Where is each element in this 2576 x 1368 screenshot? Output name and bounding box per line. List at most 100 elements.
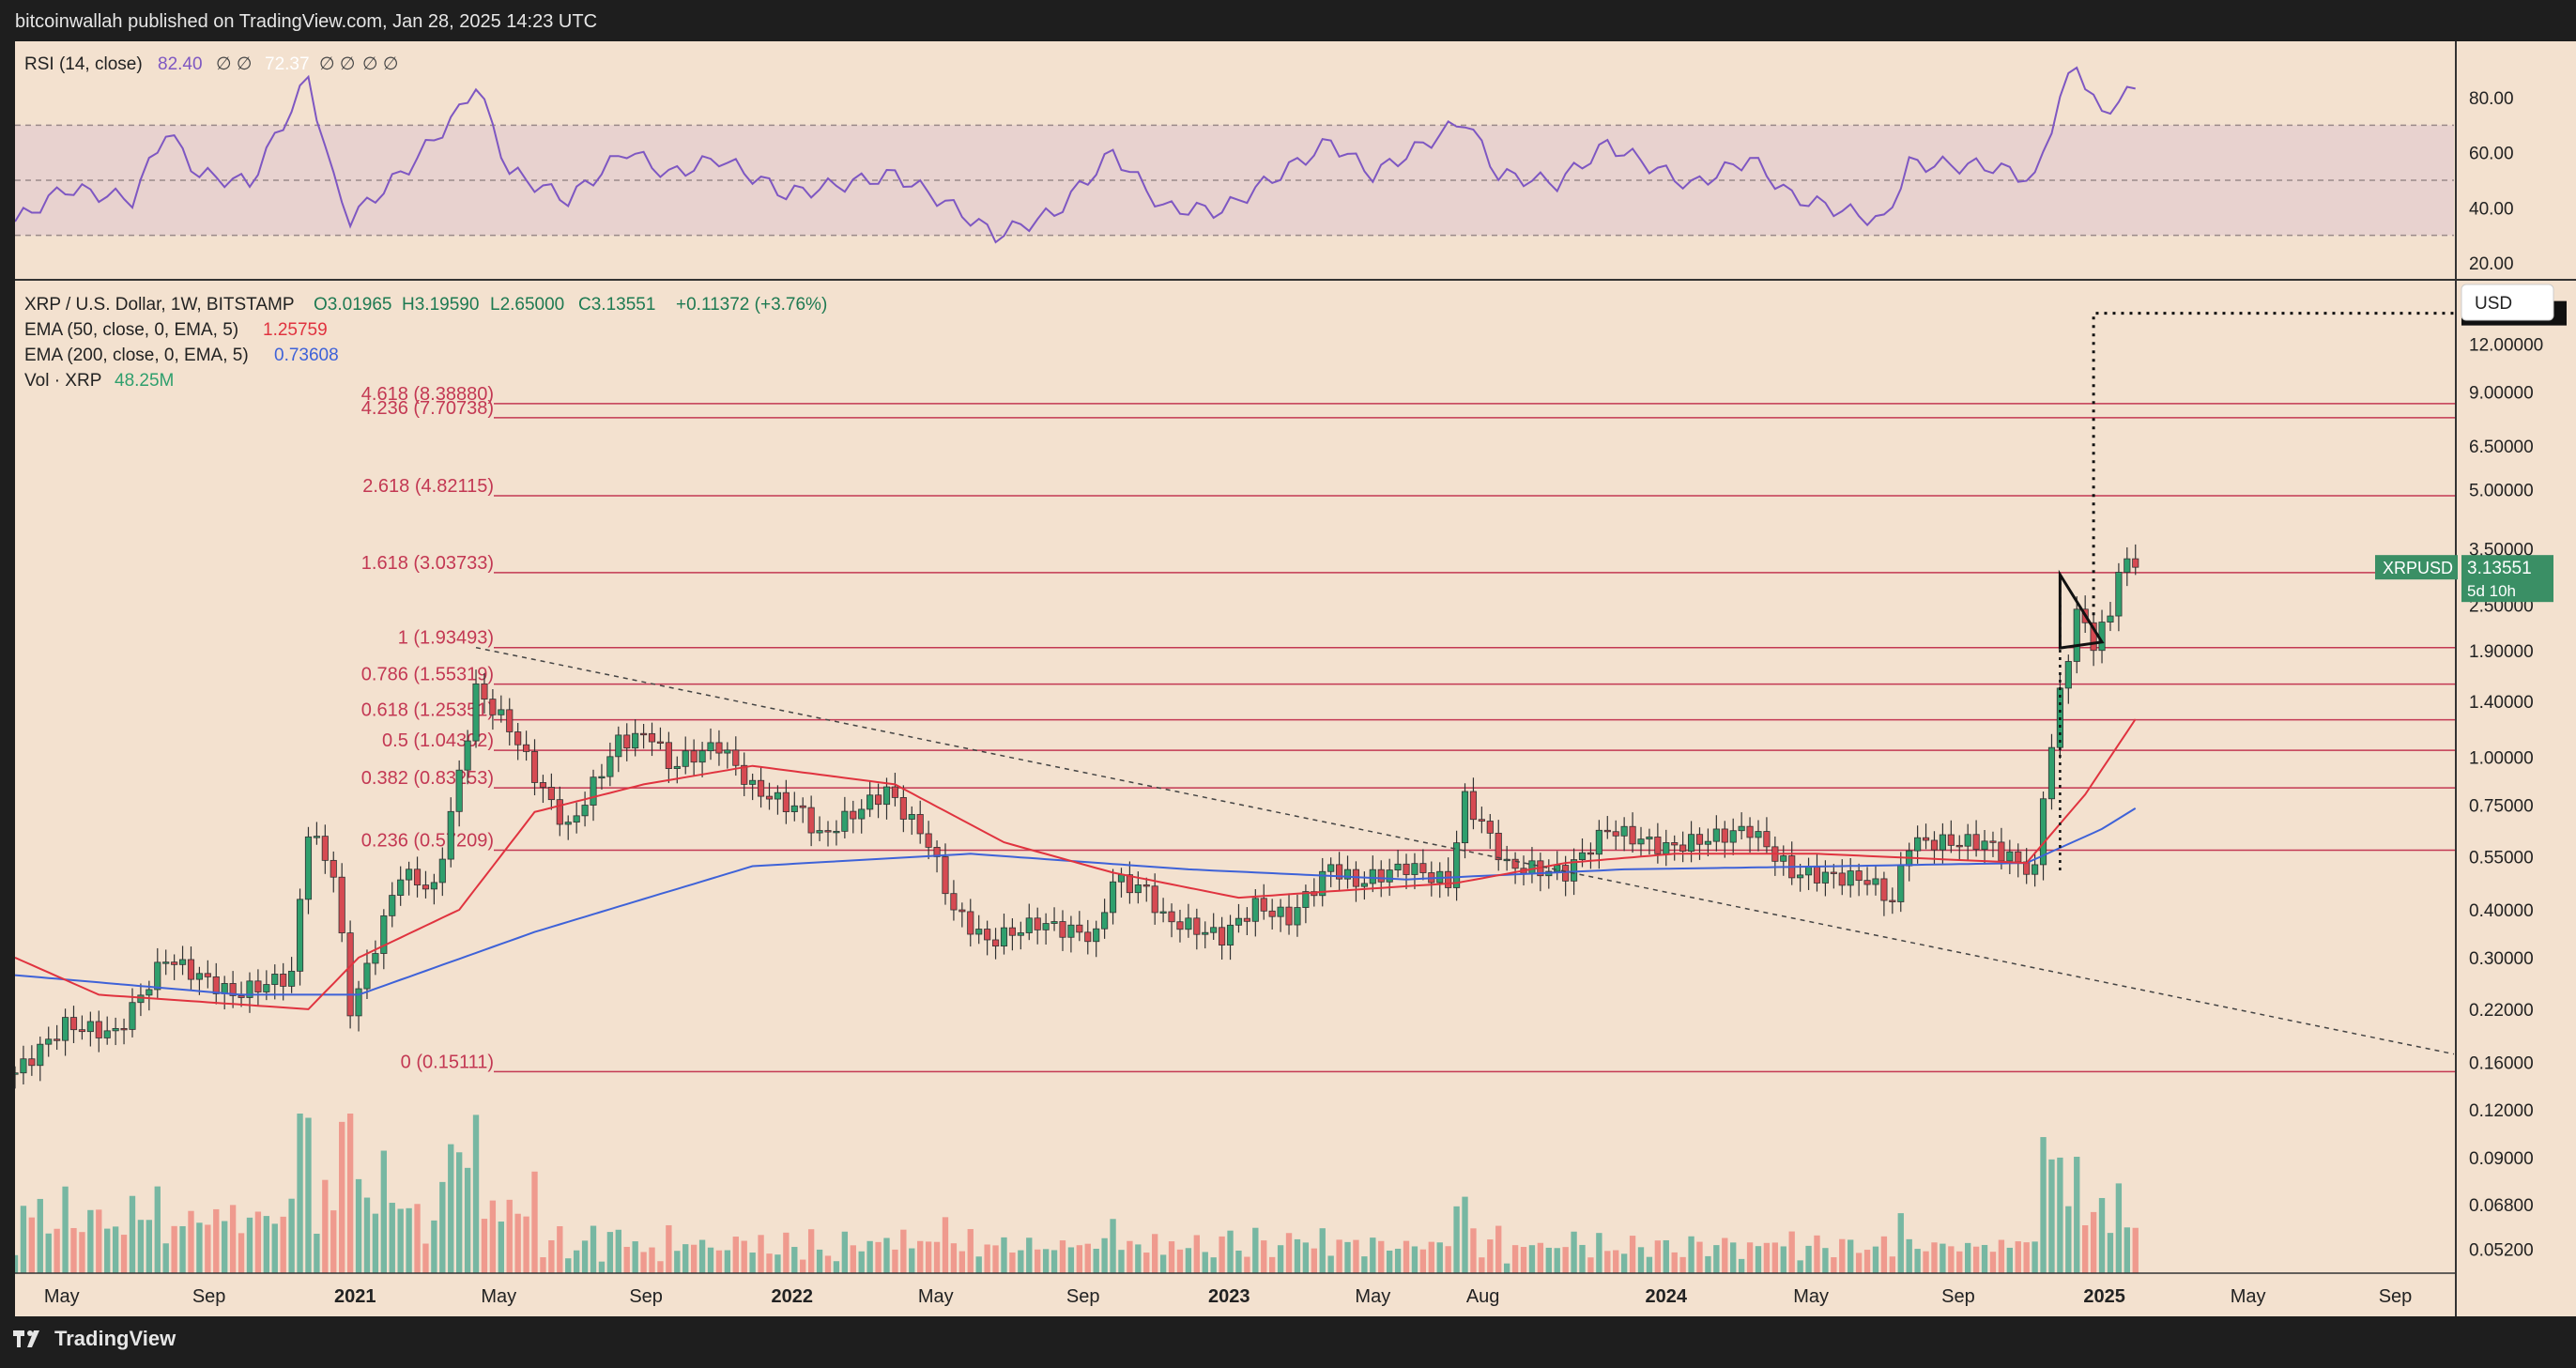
volume-bar bbox=[1361, 1256, 1368, 1273]
candle-body bbox=[20, 1058, 27, 1074]
currency-selector[interactable]: USD bbox=[2461, 284, 2554, 321]
candle-body bbox=[1646, 837, 1653, 840]
volume-bar bbox=[2015, 1241, 2021, 1273]
candle-body bbox=[547, 787, 555, 801]
candle-body bbox=[1797, 874, 1804, 879]
volume-bar bbox=[992, 1245, 999, 1273]
candle-body bbox=[1478, 819, 1485, 822]
candle-body bbox=[11, 1072, 19, 1075]
volume-bar bbox=[758, 1235, 764, 1273]
candle-body bbox=[958, 909, 966, 913]
volume-bar bbox=[1613, 1250, 1619, 1273]
vol-label: Vol · XRP bbox=[24, 371, 101, 391]
volume-bar bbox=[222, 1221, 228, 1273]
volume-bar bbox=[674, 1251, 681, 1273]
candle-body bbox=[1855, 870, 1863, 882]
volume-bar bbox=[590, 1225, 597, 1273]
candle-body bbox=[413, 868, 422, 886]
candle-body bbox=[1889, 899, 1896, 902]
candle-body bbox=[1554, 865, 1561, 872]
volume-bar bbox=[346, 1114, 354, 1273]
rsi-pane[interactable] bbox=[14, 66, 2454, 244]
candle-body bbox=[1671, 842, 1679, 846]
price-axis-label: 0.12000 bbox=[2469, 1101, 2534, 1121]
fib-level-label: 2.618 (4.82115) bbox=[362, 476, 494, 497]
volume-bar bbox=[448, 1144, 454, 1273]
candle-body bbox=[573, 815, 580, 823]
time-axis-label: May bbox=[481, 1286, 516, 1307]
candle-body bbox=[1219, 927, 1226, 945]
fib-level-label: 4.236 (7.70738) bbox=[361, 398, 494, 419]
candle-body bbox=[204, 973, 211, 977]
volume-bar bbox=[406, 1207, 412, 1273]
volume-bar bbox=[1042, 1249, 1050, 1273]
candle-body bbox=[280, 974, 287, 987]
xrp-chart[interactable]: 4.618 (8.38880)4.236 (7.70738) 2.618 (4.8… bbox=[11, 41, 2576, 1316]
volume-bar bbox=[1931, 1242, 1938, 1273]
fib-level-label: 4.618 (8.38880) bbox=[361, 384, 494, 405]
candle-body bbox=[1495, 832, 1502, 861]
current-price-tag bbox=[2461, 555, 2553, 603]
volume-bar bbox=[11, 1254, 19, 1273]
candle-body bbox=[1922, 837, 1930, 841]
volume-bar bbox=[1646, 1256, 1653, 1273]
candle-body bbox=[1411, 863, 1418, 875]
volume-bar bbox=[1822, 1248, 1829, 1273]
chart-area[interactable]: 4.618 (8.38880) 4.236 (7.70738) 2.618 (4.8… bbox=[11, 41, 2576, 1316]
volume-bar bbox=[958, 1251, 966, 1273]
candle-body bbox=[447, 810, 454, 860]
candle-body bbox=[472, 683, 480, 742]
candle-body bbox=[1377, 868, 1385, 883]
candle-body bbox=[782, 792, 790, 812]
volume-bar bbox=[724, 1250, 731, 1273]
candle-body bbox=[313, 836, 320, 838]
chart-background bbox=[15, 41, 2576, 1316]
volume-bar bbox=[229, 1205, 237, 1273]
volume-bar bbox=[188, 1210, 194, 1273]
volume-bar bbox=[824, 1255, 832, 1273]
candle-body bbox=[1955, 844, 1963, 848]
candle-body bbox=[1101, 912, 1109, 930]
volume-bar bbox=[179, 1225, 186, 1273]
volume-bar bbox=[883, 1237, 890, 1273]
candle-body bbox=[2047, 746, 2056, 800]
candle-body bbox=[1939, 834, 1946, 851]
volume-bar bbox=[749, 1253, 756, 1273]
volume-bar bbox=[1302, 1242, 1310, 1273]
volume-bar bbox=[1001, 1237, 1007, 1273]
volume-bar bbox=[800, 1259, 806, 1273]
candle-body bbox=[1243, 917, 1250, 922]
volume-bar bbox=[2098, 1197, 2106, 1273]
volume-bar bbox=[1554, 1248, 1560, 1273]
candle-body bbox=[1025, 917, 1033, 933]
volume-bar bbox=[1746, 1242, 1754, 1273]
volume-bar bbox=[205, 1224, 211, 1273]
candle-body bbox=[774, 792, 782, 800]
candle-body bbox=[1679, 844, 1687, 852]
candle-body bbox=[899, 797, 907, 820]
candle-body bbox=[1587, 852, 1595, 855]
tradingview-logo[interactable]: TradingView bbox=[13, 1327, 176, 1351]
volume-bar bbox=[1797, 1260, 1803, 1273]
volume-bar bbox=[1244, 1256, 1250, 1273]
candle-body bbox=[438, 858, 446, 884]
candle-body bbox=[338, 876, 345, 934]
candle-body bbox=[967, 911, 974, 935]
volume-bar bbox=[1084, 1243, 1091, 1273]
price-pane[interactable]: 4.618 (8.38880)4.236 (7.70738) 2.618 (4.8… bbox=[11, 384, 2456, 1089]
candle-body bbox=[1847, 870, 1854, 886]
volume-bar bbox=[1897, 1213, 1904, 1273]
ema50-label: EMA (50, close, 0, EMA, 5) bbox=[24, 320, 238, 340]
volume-bar bbox=[297, 1114, 303, 1273]
volume-bar bbox=[514, 1213, 521, 1273]
candle-body bbox=[1838, 872, 1846, 886]
candle-body bbox=[765, 795, 774, 800]
volume-bar bbox=[1059, 1240, 1066, 1273]
volume-bar bbox=[355, 1178, 362, 1273]
descending-trendline bbox=[475, 646, 2455, 1055]
volume-bar bbox=[2115, 1183, 2123, 1273]
volume-bar bbox=[707, 1247, 714, 1273]
volume-bar bbox=[1018, 1250, 1024, 1273]
time-axis-label: Sep bbox=[1941, 1286, 1975, 1307]
volume-bar bbox=[1705, 1255, 1711, 1273]
